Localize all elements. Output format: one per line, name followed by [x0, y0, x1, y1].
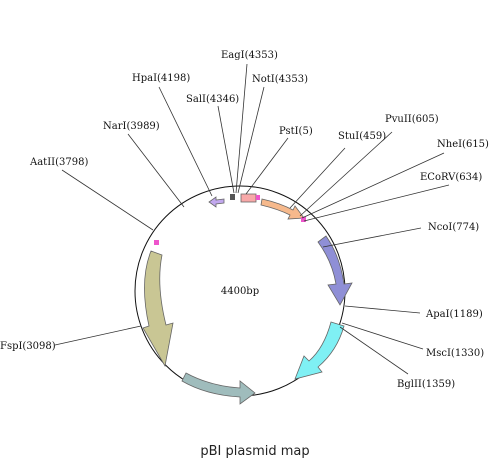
- site-label-nari: NarI(3989): [103, 121, 160, 132]
- map-title: pBI plasmid map: [200, 444, 309, 459]
- leader-ncoi: [322, 227, 422, 248]
- marker-magenta-left: [154, 240, 159, 245]
- feature-box-pink: [240, 193, 257, 203]
- feature-arrow-cyan: [294, 321, 345, 380]
- feature-arrow-teal: [181, 372, 256, 405]
- site-label-stui: StuI(459): [338, 131, 386, 142]
- site-label-psti: PstI(5): [279, 126, 313, 137]
- marker-dark: [230, 194, 235, 200]
- leader-psti: [245, 137, 289, 195]
- leader-apai: [344, 305, 421, 314]
- site-label-noti: NotI(4353): [252, 74, 308, 85]
- leader-aatii: [61, 169, 154, 231]
- leader-stui: [289, 147, 346, 209]
- site-label-fspi: FspI(3098): [0, 341, 56, 352]
- site-label-hpai: HpaI(4198): [132, 73, 190, 84]
- leader-pvuii: [299, 131, 393, 217]
- leader-sali: [217, 105, 235, 194]
- leader-nhei: [301, 152, 445, 219]
- site-label-sali: SalI(4346): [186, 94, 239, 105]
- leader-ecorv: [303, 184, 450, 222]
- feature-arrow-orange: [260, 198, 305, 220]
- leader-eagi: [235, 63, 248, 194]
- site-label-ncoi: NcoI(774): [428, 222, 479, 233]
- site-label-msci: MscI(1330): [426, 348, 484, 359]
- leader-msci: [341, 322, 424, 350]
- site-label-eagi: EagI(4353): [221, 50, 278, 61]
- site-label-bglii: BglII(1359): [397, 379, 455, 390]
- leader-fspi: [54, 325, 142, 346]
- site-label-apai: ApaI(1189): [425, 309, 483, 320]
- leader-bglii: [339, 326, 409, 375]
- feature-arrow-navy: [317, 235, 353, 306]
- site-label-ecorv: ECoRV(634): [420, 172, 482, 183]
- leader-hpai: [158, 86, 213, 197]
- marker-magenta-right: [301, 217, 306, 222]
- site-label-nhei: NheI(615): [437, 139, 489, 150]
- marker-magenta-top: [256, 195, 260, 200]
- leader-nari: [127, 133, 185, 208]
- site-label-pvuii: PvuII(605): [385, 114, 439, 125]
- plasmid-size-label: 4400bp: [221, 286, 259, 297]
- site-label-aatii: AatII(3798): [29, 157, 88, 168]
- feature-arrow-olive: [142, 250, 174, 368]
- feature-arrow-lavender: [208, 196, 225, 208]
- leader-noti: [237, 86, 265, 194]
